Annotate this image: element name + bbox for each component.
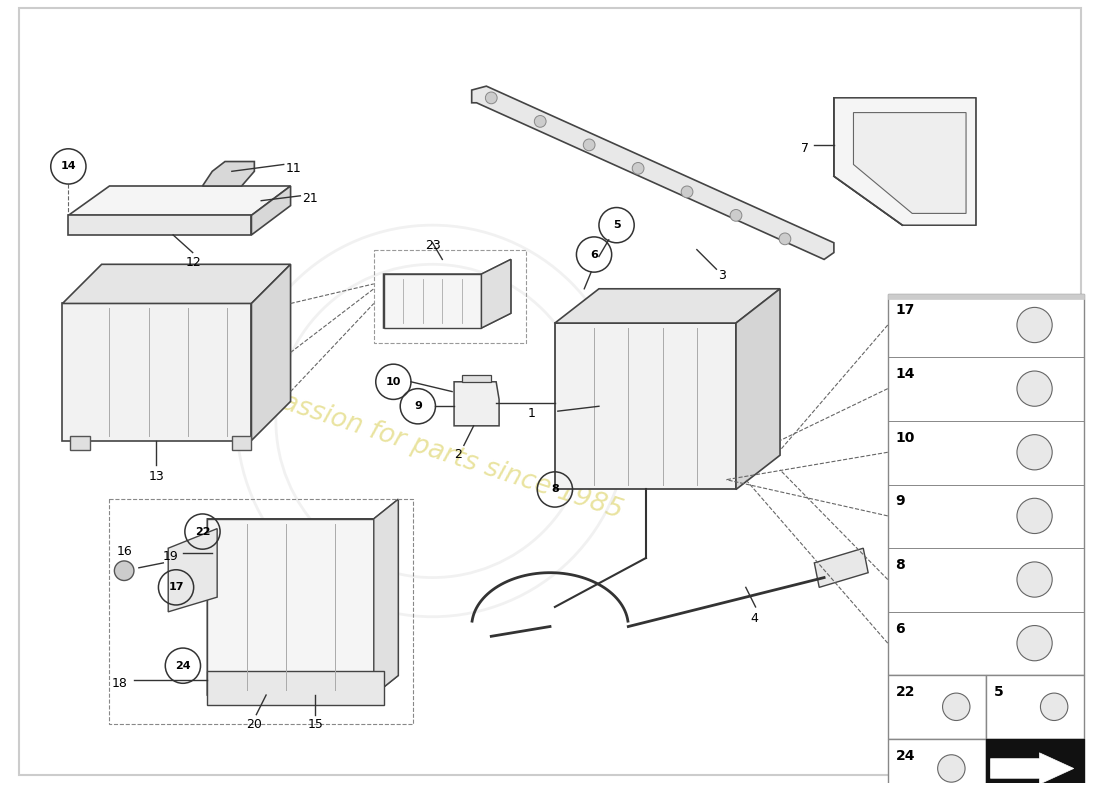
FancyBboxPatch shape [888,739,986,798]
Polygon shape [384,274,482,328]
Text: 24: 24 [895,749,915,763]
Polygon shape [834,98,976,225]
Circle shape [114,561,134,581]
Text: 14: 14 [60,162,76,171]
Text: 24: 24 [175,661,190,670]
Text: 9: 9 [895,494,905,508]
Polygon shape [736,289,780,490]
FancyBboxPatch shape [888,294,1084,298]
Circle shape [1018,498,1053,534]
Polygon shape [990,753,1074,784]
Circle shape [1018,562,1053,597]
Circle shape [632,162,644,174]
FancyBboxPatch shape [986,675,1084,739]
Polygon shape [202,162,254,186]
Polygon shape [834,98,976,225]
Text: 5: 5 [993,686,1003,699]
Text: 6: 6 [590,250,598,259]
Circle shape [1018,434,1053,470]
Text: 16: 16 [117,545,132,558]
Text: 5: 5 [613,220,620,230]
Text: 20: 20 [246,718,263,730]
Polygon shape [208,499,398,695]
Polygon shape [462,375,492,382]
Text: 21: 21 [302,192,318,205]
Polygon shape [374,499,398,695]
Polygon shape [384,259,510,328]
Text: 10: 10 [386,377,402,386]
Polygon shape [454,382,499,426]
Polygon shape [70,436,90,450]
Circle shape [1041,693,1068,721]
Polygon shape [232,436,252,450]
Text: 22: 22 [895,686,915,699]
Text: 23: 23 [425,239,440,252]
Text: 17: 17 [168,582,184,592]
Text: 1: 1 [527,407,536,420]
Polygon shape [208,519,374,695]
Text: 3: 3 [718,270,726,282]
Text: 17: 17 [895,303,915,318]
Circle shape [943,693,970,721]
Polygon shape [252,264,290,441]
Circle shape [681,186,693,198]
Polygon shape [482,259,510,328]
Circle shape [1018,371,1053,406]
Text: 4: 4 [750,612,759,625]
Text: a passion for parts since 1985: a passion for parts since 1985 [239,376,626,524]
FancyBboxPatch shape [986,739,1084,798]
Text: 14: 14 [895,367,915,381]
Polygon shape [854,113,966,214]
Polygon shape [63,264,290,303]
Text: 905 02: 905 02 [1011,788,1058,800]
FancyBboxPatch shape [888,294,1084,675]
Circle shape [583,139,595,150]
Circle shape [937,754,965,782]
Polygon shape [68,186,290,215]
Text: 10: 10 [895,430,915,445]
Text: 8: 8 [551,485,559,494]
Polygon shape [208,670,384,705]
Text: 8: 8 [895,558,905,572]
Circle shape [730,210,741,222]
Text: 6: 6 [895,622,905,636]
Polygon shape [814,548,868,587]
Circle shape [779,233,791,245]
Circle shape [535,115,546,127]
Polygon shape [168,529,217,612]
Text: 19: 19 [163,550,178,563]
Text: 12: 12 [186,257,201,270]
FancyBboxPatch shape [888,675,986,739]
Circle shape [485,92,497,104]
Text: 18: 18 [111,678,128,690]
Circle shape [1018,626,1053,661]
Polygon shape [68,215,252,235]
Polygon shape [554,289,780,323]
Circle shape [1018,307,1053,342]
Polygon shape [63,303,252,441]
Text: 22: 22 [195,526,210,537]
Text: 13: 13 [148,470,164,483]
Text: 2: 2 [454,448,462,462]
Text: 9: 9 [414,402,421,411]
Polygon shape [554,323,736,490]
Polygon shape [252,186,290,235]
Text: 11: 11 [286,162,301,174]
Text: 7: 7 [802,142,810,155]
Text: 15: 15 [307,718,323,730]
Polygon shape [472,86,834,259]
